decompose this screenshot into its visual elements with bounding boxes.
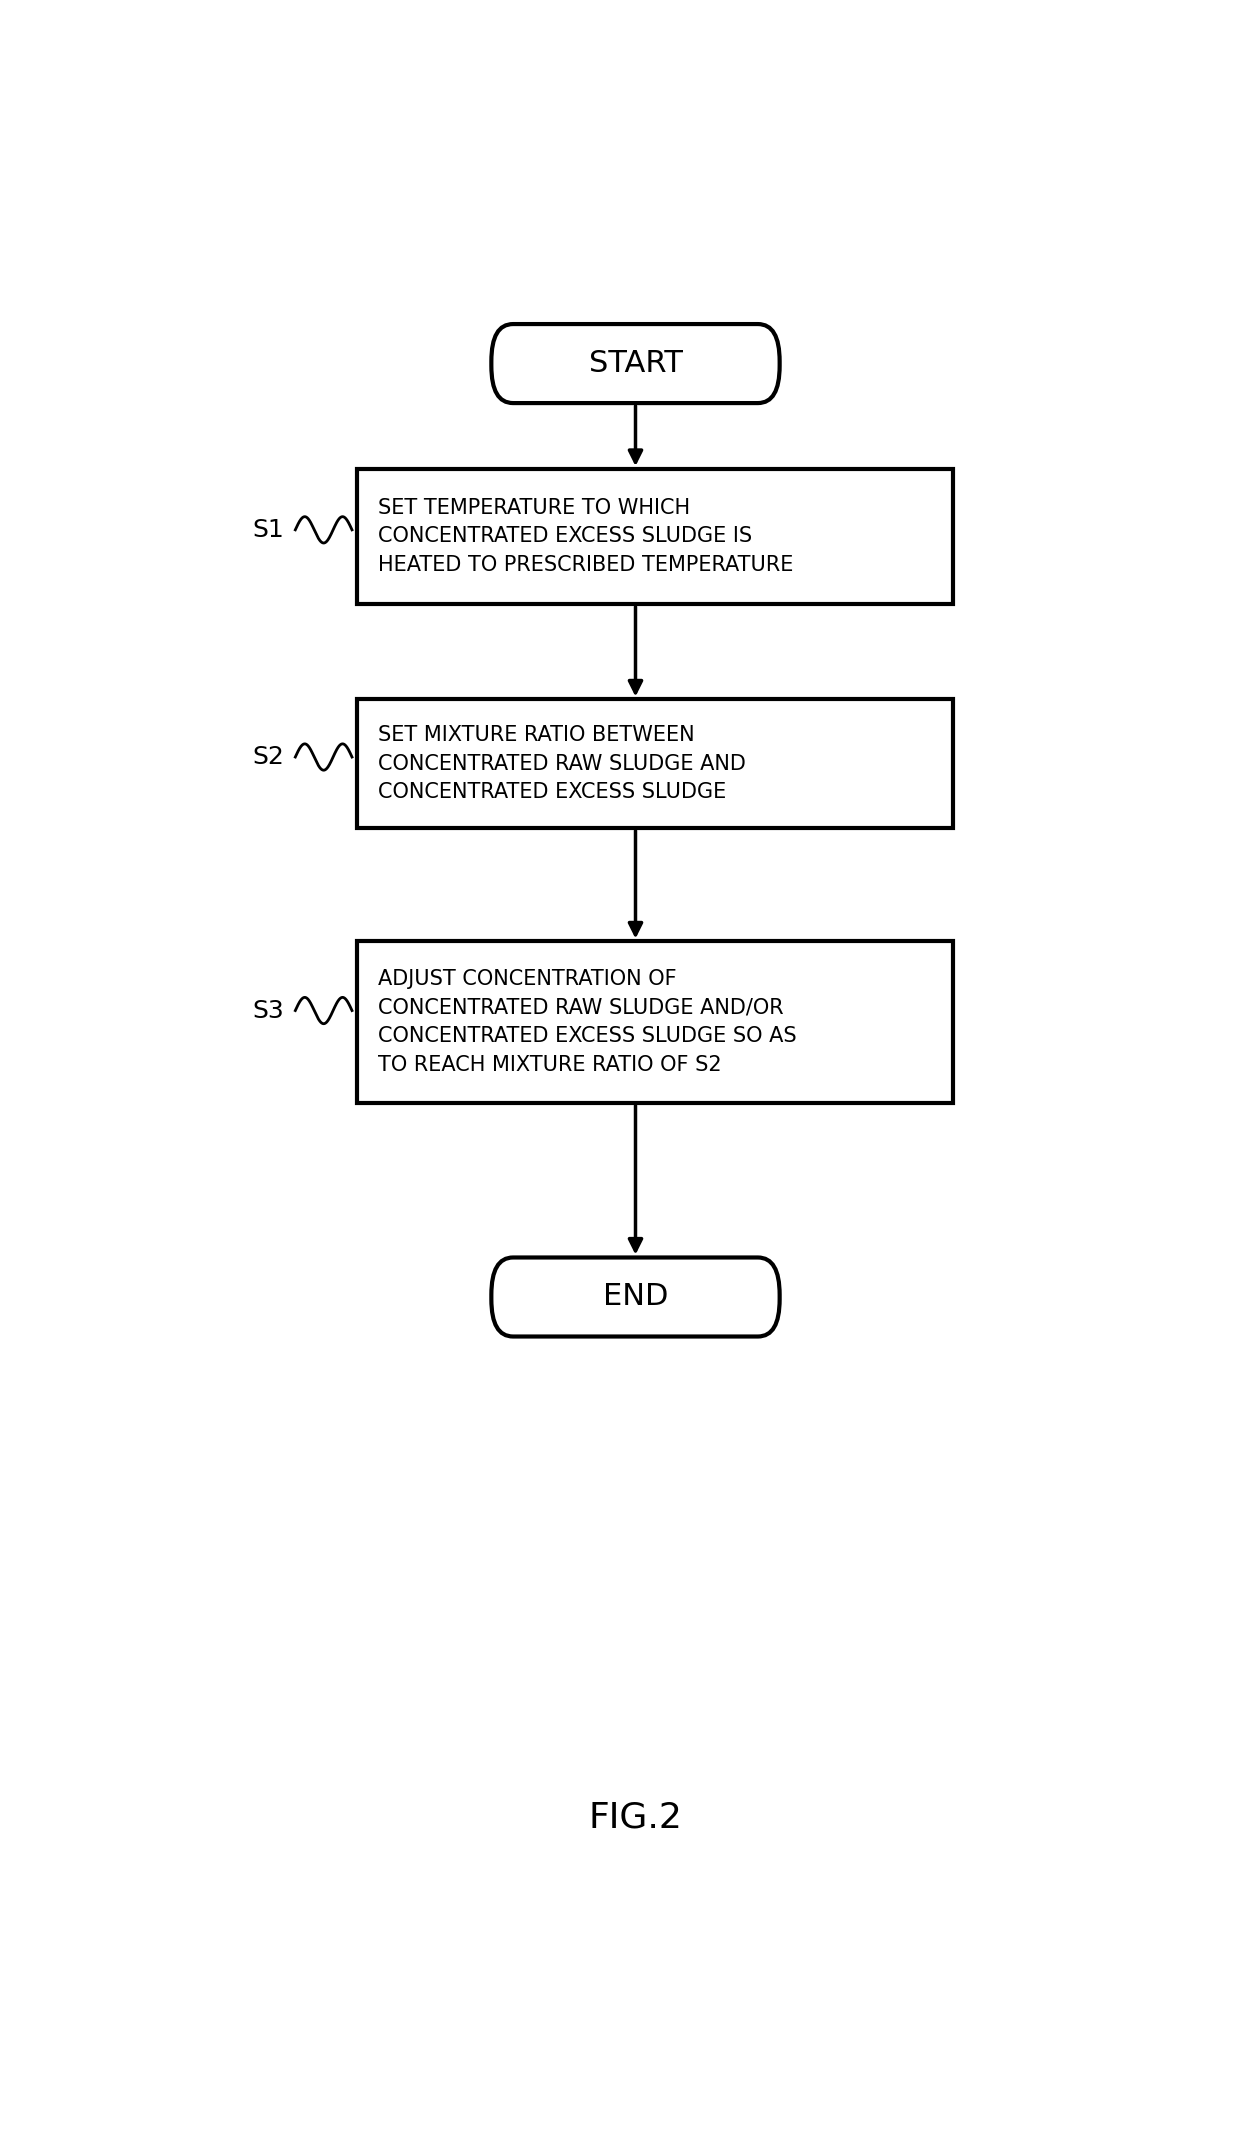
Text: S1: S1 — [253, 517, 284, 541]
FancyBboxPatch shape — [491, 325, 780, 404]
Text: S3: S3 — [253, 998, 284, 1022]
FancyBboxPatch shape — [491, 1257, 780, 1336]
Text: START: START — [589, 348, 682, 378]
FancyBboxPatch shape — [357, 941, 952, 1103]
Text: END: END — [603, 1283, 668, 1311]
FancyBboxPatch shape — [357, 699, 952, 827]
Text: ADJUST CONCENTRATION OF
CONCENTRATED RAW SLUDGE AND/OR
CONCENTRATED EXCESS SLUDG: ADJUST CONCENTRATION OF CONCENTRATED RAW… — [378, 969, 796, 1075]
Text: FIG.2: FIG.2 — [589, 1800, 682, 1834]
Text: SET MIXTURE RATIO BETWEEN
CONCENTRATED RAW SLUDGE AND
CONCENTRATED EXCESS SLUDGE: SET MIXTURE RATIO BETWEEN CONCENTRATED R… — [378, 725, 745, 802]
Text: SET TEMPERATURE TO WHICH
CONCENTRATED EXCESS SLUDGE IS
HEATED TO PRESCRIBED TEMP: SET TEMPERATURE TO WHICH CONCENTRATED EX… — [378, 498, 794, 575]
Text: S2: S2 — [253, 744, 284, 770]
FancyBboxPatch shape — [357, 468, 952, 603]
